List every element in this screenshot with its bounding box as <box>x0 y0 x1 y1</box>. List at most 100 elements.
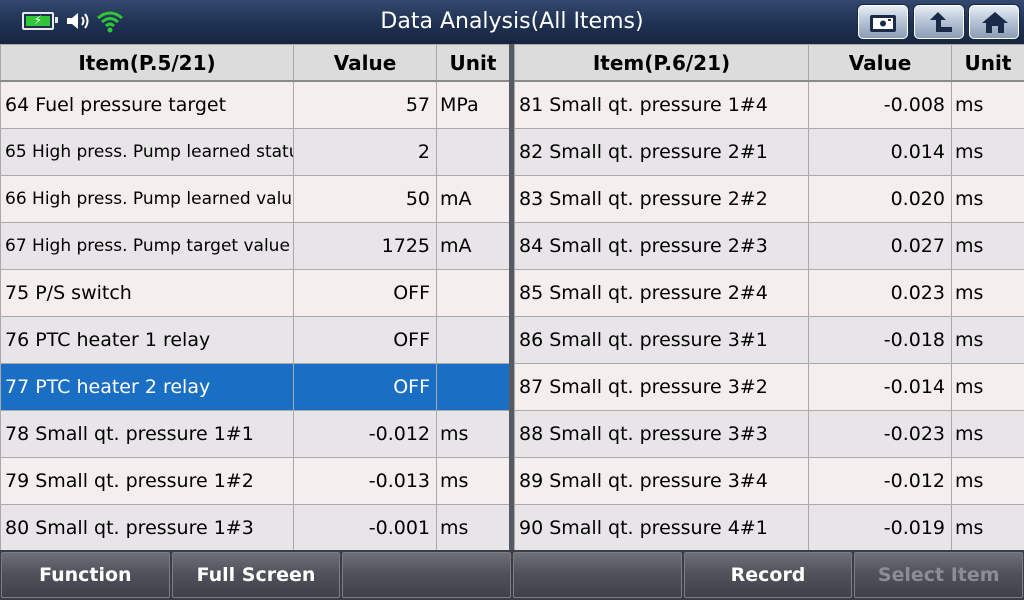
table-row[interactable]: 83 Small qt. pressure 2#2 0.020 ms <box>514 175 1024 223</box>
back-icon <box>930 12 952 32</box>
page-title: Data Analysis(All Items) <box>380 9 644 34</box>
screenshot-button[interactable] <box>858 5 908 39</box>
screenshot-icon <box>870 15 896 32</box>
row-unit: ms <box>951 269 1024 317</box>
row-item: 82 Small qt. pressure 2#1 <box>514 128 809 176</box>
row-item: 85 Small qt. pressure 2#4 <box>514 269 809 317</box>
table-row[interactable]: 65 High press. Pump learned status 2 <box>0 128 510 176</box>
row-unit: ms <box>951 504 1024 552</box>
row-item: 87 Small qt. pressure 3#2 <box>514 363 809 411</box>
row-item: 84 Small qt. pressure 2#3 <box>514 222 809 270</box>
full-screen-button[interactable]: Full Screen <box>171 552 341 598</box>
row-value: 1725 <box>293 222 437 270</box>
table-row-selected[interactable]: 77 PTC heater 2 relay OFF <box>0 363 510 411</box>
row-unit: ms <box>951 80 1024 129</box>
column-header-value[interactable]: Value <box>293 44 437 82</box>
empty-button-3[interactable] <box>342 552 512 598</box>
table-row[interactable]: 75 P/S switch OFF <box>0 269 510 317</box>
back-button[interactable] <box>914 5 964 39</box>
row-item: 77 PTC heater 2 relay <box>0 363 294 411</box>
table-row[interactable]: 87 Small qt. pressure 3#2 -0.014 ms <box>514 363 1024 411</box>
left-data-table: Item(P.5/21) Value Unit 64 Fuel pressure… <box>0 44 510 552</box>
table-row[interactable]: 82 Small qt. pressure 2#1 0.014 ms <box>514 128 1024 176</box>
column-header-item[interactable]: Item(P.6/21) <box>514 44 809 82</box>
row-value: 0.027 <box>808 222 952 270</box>
row-item: 90 Small qt. pressure 4#1 <box>514 504 809 552</box>
row-value: -0.012 <box>808 457 952 505</box>
row-item: 64 Fuel pressure target <box>0 80 294 129</box>
table-row[interactable]: 81 Small qt. pressure 1#4 -0.008 ms <box>514 80 1024 129</box>
table-row[interactable]: 76 PTC heater 1 relay OFF <box>0 316 510 364</box>
row-item: 75 P/S switch <box>0 269 294 317</box>
row-value: -0.001 <box>293 504 437 552</box>
row-unit <box>436 128 510 176</box>
row-unit: ms <box>951 316 1024 364</box>
row-item: 88 Small qt. pressure 3#3 <box>514 410 809 458</box>
row-unit: ms <box>436 504 510 552</box>
speaker-icon <box>67 13 89 29</box>
row-value: OFF <box>293 316 437 364</box>
battery-icon: ⚡ <box>22 12 58 30</box>
table-row[interactable]: 88 Small qt. pressure 3#3 -0.023 ms <box>514 410 1024 458</box>
row-unit: ms <box>951 457 1024 505</box>
table-row[interactable]: 84 Small qt. pressure 2#3 0.027 ms <box>514 222 1024 270</box>
row-value: -0.019 <box>808 504 952 552</box>
table-row[interactable]: 78 Small qt. pressure 1#1 -0.012 ms <box>0 410 510 458</box>
row-value: -0.023 <box>808 410 952 458</box>
select-item-button[interactable]: Select Item <box>854 552 1024 598</box>
right-data-table: Item(P.6/21) Value Unit 81 Small qt. pre… <box>514 44 1024 552</box>
row-value: -0.012 <box>293 410 437 458</box>
row-unit: ms <box>951 363 1024 411</box>
row-unit: ms <box>951 175 1024 223</box>
column-header-value[interactable]: Value <box>808 44 952 82</box>
table-row[interactable]: 89 Small qt. pressure 3#4 -0.012 ms <box>514 457 1024 505</box>
table-row[interactable]: 86 Small qt. pressure 3#1 -0.018 ms <box>514 316 1024 364</box>
column-header-unit[interactable]: Unit <box>436 44 510 82</box>
row-item: 76 PTC heater 1 relay <box>0 316 294 364</box>
status-icons: ⚡ <box>22 9 124 33</box>
row-item: 80 Small qt. pressure 1#3 <box>0 504 294 552</box>
empty-button-4[interactable] <box>513 552 682 598</box>
row-item: 79 Small qt. pressure 1#2 <box>0 457 294 505</box>
home-icon <box>982 12 1008 33</box>
row-value: OFF <box>293 269 437 317</box>
row-item: 86 Small qt. pressure 3#1 <box>514 316 809 364</box>
function-button[interactable]: Function <box>1 552 170 598</box>
table-row[interactable]: 90 Small qt. pressure 4#1 -0.019 ms <box>514 504 1024 552</box>
row-unit <box>436 363 510 411</box>
row-value: -0.013 <box>293 457 437 505</box>
row-value: -0.008 <box>808 80 952 129</box>
row-value: -0.014 <box>808 363 952 411</box>
row-unit: ms <box>436 410 510 458</box>
row-value: 2 <box>293 128 437 176</box>
row-item: 83 Small qt. pressure 2#2 <box>514 175 809 223</box>
table-row[interactable]: 66 High press. Pump learned value 50 mA <box>0 175 510 223</box>
row-value: 0.014 <box>808 128 952 176</box>
table-row[interactable]: 79 Small qt. pressure 1#2 -0.013 ms <box>0 457 510 505</box>
table-divider <box>509 44 514 550</box>
home-button[interactable] <box>969 5 1019 39</box>
column-header-item[interactable]: Item(P.5/21) <box>0 44 294 82</box>
table-row[interactable]: 64 Fuel pressure target 57 MPa <box>0 80 510 129</box>
row-item: 89 Small qt. pressure 3#4 <box>514 457 809 505</box>
row-item: 81 Small qt. pressure 1#4 <box>514 80 809 129</box>
row-unit: mA <box>436 175 510 223</box>
row-unit: ms <box>436 457 510 505</box>
row-unit: ms <box>951 222 1024 270</box>
row-value: -0.018 <box>808 316 952 364</box>
row-unit: MPa <box>436 80 510 129</box>
title-bar: ⚡ Data Analysis(All Items) <box>0 0 1024 45</box>
column-header-unit[interactable]: Unit <box>951 44 1024 82</box>
wifi-icon <box>97 11 123 33</box>
bottom-toolbar: Function Full Screen Record Select Item <box>0 550 1024 600</box>
row-unit: mA <box>436 222 510 270</box>
row-value: 0.020 <box>808 175 952 223</box>
table-row[interactable]: 80 Small qt. pressure 1#3 -0.001 ms <box>0 504 510 552</box>
row-value: 50 <box>293 175 437 223</box>
table-row[interactable]: 85 Small qt. pressure 2#4 0.023 ms <box>514 269 1024 317</box>
row-value: 57 <box>293 80 437 129</box>
record-button[interactable]: Record <box>683 552 853 598</box>
row-value: 0.023 <box>808 269 952 317</box>
table-row[interactable]: 67 High press. Pump target value 1725 mA <box>0 222 510 270</box>
row-unit <box>436 269 510 317</box>
